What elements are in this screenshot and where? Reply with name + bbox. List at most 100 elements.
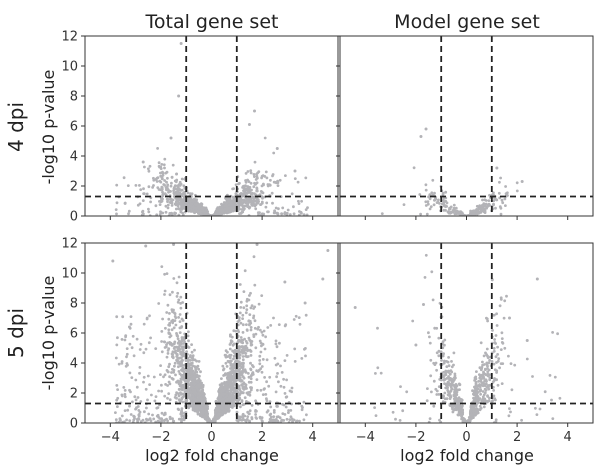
data-point (171, 321, 175, 325)
data-point (166, 370, 170, 374)
data-point (242, 290, 246, 293)
data-point (373, 406, 376, 409)
data-point (245, 304, 249, 308)
data-point (498, 205, 502, 209)
data-point (281, 412, 285, 415)
data-point (430, 191, 434, 195)
data-point (196, 364, 200, 368)
data-point (142, 192, 146, 196)
data-point (115, 343, 119, 347)
data-point (123, 395, 127, 399)
data-point (424, 127, 428, 131)
data-point (224, 361, 228, 365)
data-point (256, 171, 260, 175)
data-point (321, 277, 325, 281)
data-point (461, 213, 464, 216)
data-point (245, 199, 249, 203)
data-point (189, 383, 193, 387)
data-point (205, 211, 209, 215)
data-point (120, 360, 124, 363)
data-point (229, 367, 232, 370)
data-point (233, 203, 237, 207)
data-point (175, 355, 179, 358)
data-point (237, 198, 241, 202)
data-point (226, 355, 230, 358)
data-point (220, 398, 224, 402)
threshold-lines (85, 243, 338, 423)
data-point (292, 318, 296, 321)
data-point (147, 169, 151, 173)
data-point (258, 354, 262, 358)
data-point (250, 386, 253, 389)
data-point (244, 354, 248, 358)
data-point (115, 201, 119, 205)
data-point (222, 397, 226, 400)
data-point (177, 365, 180, 369)
data-point (142, 380, 145, 384)
data-point (260, 200, 264, 204)
data-point (300, 404, 304, 408)
data-point (259, 341, 263, 345)
data-point (304, 313, 308, 317)
data-point (111, 259, 115, 263)
data-point (249, 361, 252, 365)
data-point (253, 319, 257, 323)
data-point (226, 385, 229, 389)
data-point (245, 328, 249, 332)
data-point (176, 334, 180, 338)
data-point (247, 412, 251, 415)
data-point (238, 192, 242, 196)
data-point (259, 367, 263, 370)
data-point (254, 183, 257, 186)
data-point (193, 348, 196, 352)
data-point (280, 212, 283, 216)
data-point (239, 198, 243, 201)
data-point (548, 374, 552, 377)
data-point (191, 356, 195, 360)
data-point (500, 198, 504, 202)
data-point (247, 391, 251, 394)
data-point (510, 388, 514, 392)
data-point (486, 319, 489, 323)
data-point (224, 372, 227, 375)
data-point (268, 375, 272, 379)
data-point (182, 418, 186, 422)
data-point (166, 352, 170, 355)
data-point (247, 375, 251, 379)
x-axis: −4 −2 0 2 4 (101, 423, 317, 445)
data-point (131, 400, 134, 404)
data-point (207, 213, 210, 216)
data-point (138, 348, 142, 351)
data-point (114, 208, 118, 212)
data-point (162, 375, 165, 379)
data-point (300, 357, 304, 360)
data-point (305, 413, 308, 417)
data-point (231, 187, 235, 191)
data-point (147, 167, 150, 171)
data-point (481, 360, 484, 364)
data-point (201, 385, 205, 389)
data-point (222, 392, 226, 396)
data-point (289, 409, 293, 412)
data-point (304, 208, 308, 212)
data-point (496, 353, 499, 356)
data-point (190, 199, 194, 203)
data-point (139, 342, 143, 346)
data-point (293, 347, 297, 351)
data-point (177, 198, 180, 202)
data-point (182, 384, 186, 388)
data-points (114, 42, 309, 216)
data-point (143, 165, 146, 169)
data-point (232, 388, 236, 392)
data-point (154, 420, 158, 423)
data-point (206, 419, 210, 422)
data-point (222, 208, 226, 212)
data-point (243, 269, 247, 273)
data-point (448, 208, 451, 211)
data-point (122, 176, 126, 180)
data-point (424, 200, 428, 204)
data-point (259, 350, 263, 354)
data-point (180, 414, 184, 418)
data-point (175, 295, 179, 298)
